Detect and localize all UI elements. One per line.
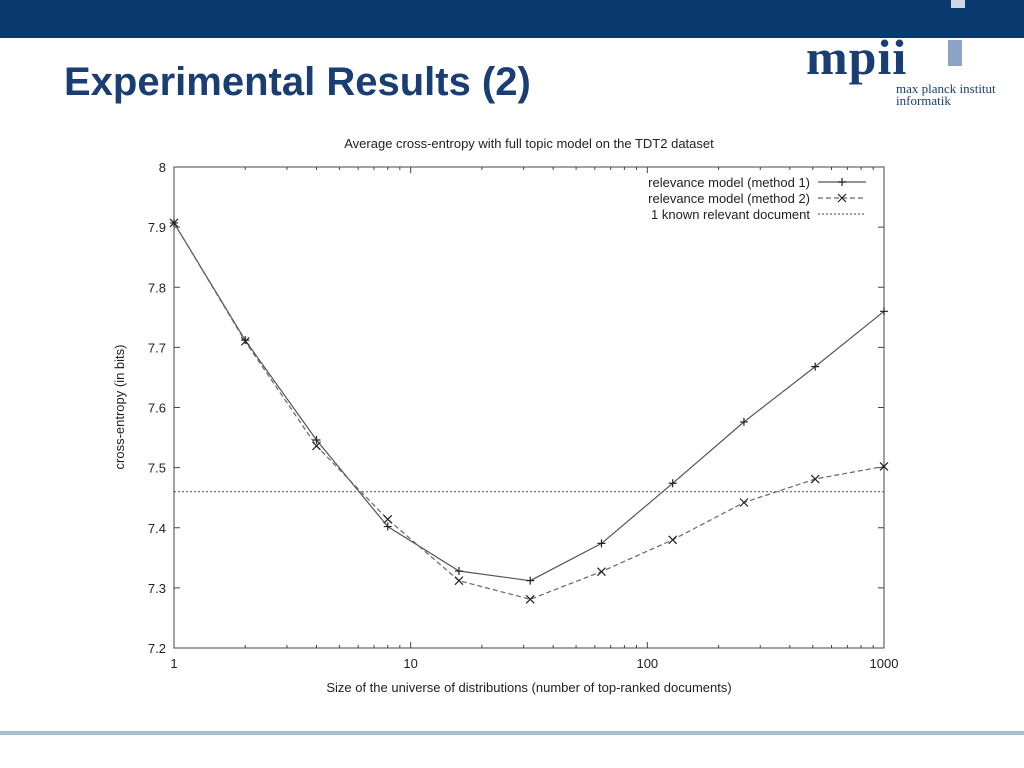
logo-line-2: informatik [896,93,951,108]
top-bar-accent [951,0,965,8]
series-2-point [454,576,464,586]
chart-legend: relevance model (method 1)relevance mode… [648,175,866,222]
cross-entropy-chart: Average cross-entropy with full topic mo… [112,136,899,695]
plot-frame [173,166,885,649]
series-1-point [241,336,250,345]
series-1-point [454,567,463,576]
series-1-point [668,479,677,488]
series-1-point [811,362,820,371]
legend-marker-1 [838,178,846,186]
series-2-point [525,594,535,604]
logo-line-1: max planck institut [896,81,996,96]
series-2-point [879,461,889,471]
x-tick-label: 1 [170,656,177,671]
y-tick-label: 7.5 [148,461,166,476]
chart-title: Average cross-entropy with full topic mo… [344,136,714,151]
y-axis-label: cross-entropy (in bits) [112,345,127,470]
series-2-point [240,336,250,346]
mpii-logo: mpii max planck institut informatik [806,32,1016,108]
legend-label-3: 1 known relevant document [651,207,810,222]
y-tick-label: 8 [159,160,166,175]
series-1-point [526,576,535,585]
top-bar [0,0,1024,38]
series-2-point [169,218,179,228]
series-2-point [597,567,606,577]
series-2-point [739,498,749,507]
series-layer [169,218,889,604]
y-tick-label: 7.6 [148,401,166,416]
legend-marker-2 [837,193,847,203]
legend-label-2: relevance model (method 2) [648,191,810,206]
series-2-point [668,535,678,545]
series-1-point [383,522,392,531]
footer-line [0,731,1024,735]
x-tick-label: 1000 [870,656,899,671]
x-axis-label: Size of the universe of distributions (n… [326,680,731,695]
slide-title: Experimental Results (2) [64,60,531,104]
y-tick-label: 7.2 [148,641,166,656]
y-tick-label: 7.8 [148,280,166,295]
y-tick-label: 7.4 [148,521,166,536]
series-2-point [810,474,820,484]
y-tick-label: 7.9 [148,220,166,235]
x-tick-label: 10 [403,656,417,671]
series-1-point [739,417,748,426]
y-tick-label: 7.7 [148,340,166,355]
series-1-point [880,307,888,316]
legend-label-1: relevance model (method 1) [648,175,810,190]
series-2-point [312,441,321,451]
y-tick-label: 7.3 [148,581,166,596]
series-1-point [312,435,321,444]
series-1 [170,218,888,585]
x-tick-label: 100 [636,656,658,671]
series-2 [169,218,889,604]
series-2-line [173,222,885,600]
series-1-line [173,222,885,582]
logo-accent-bar [948,40,962,66]
logo-wordmark: mpii [806,29,908,85]
series-1-point [597,539,606,548]
axes-layer: 7.2 7.3 7.4 7.5 7.6 7.7 7.8 7.9 8 1 10 100 1000 [148,160,899,671]
series-2-point [383,514,393,524]
chart-container: Average cross-entropy with full topic mo… [100,128,900,700]
